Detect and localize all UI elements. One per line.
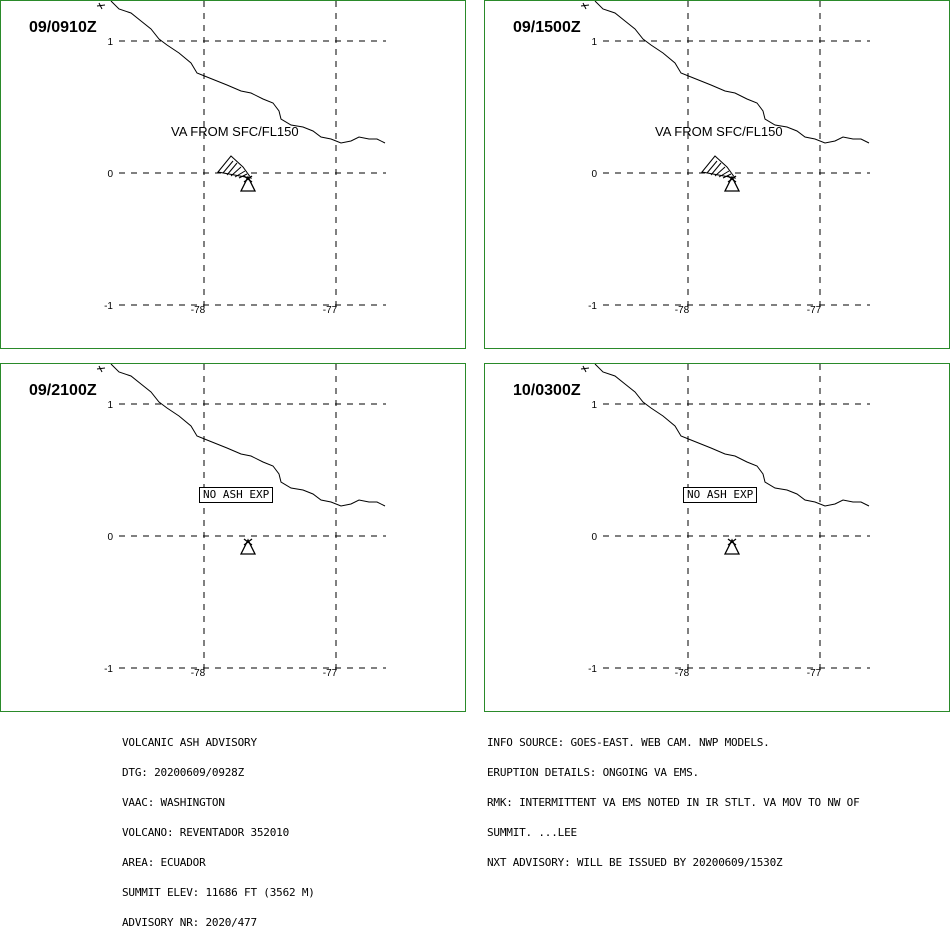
map-panel-2: 1 0 -1 -78 -77 09/1500Z VA FROM SFC/FL150 — [484, 0, 950, 349]
grid — [119, 364, 386, 676]
volcano-triangle — [239, 175, 257, 192]
map-4: 1 0 -1 -78 -77 — [580, 364, 870, 679]
advisory-line: VAAC: WASHINGTON — [122, 796, 225, 809]
latitude-label: 1 — [591, 37, 597, 48]
advisory-line: ADVISORY NR: 2020/477 — [122, 916, 257, 929]
latitude-label: 0 — [107, 532, 113, 543]
coastline — [110, 364, 386, 507]
latitude-label: 1 — [591, 400, 597, 411]
volcano-icon — [723, 175, 741, 192]
map-2: 1 0 -1 -78 -77 — [580, 1, 870, 316]
hatch-line — [710, 162, 722, 176]
advisory-line: SUMMIT. ...LEE — [487, 826, 577, 839]
advisory-line: SUMMIT ELEV: 11686 FT (3562 M) — [122, 886, 315, 899]
hatch-line — [222, 160, 234, 174]
advisory-line: ERUPTION DETAILS: ONGOING VA EMS. — [487, 766, 699, 779]
advisory-line: RMK: INTERMITTENT VA EMS NOTED IN IR STL… — [487, 796, 860, 809]
volcano-icon — [239, 538, 257, 555]
volcano-icon — [723, 538, 741, 555]
volcano-triangle — [239, 538, 257, 555]
no-ash-box: NO ASH EXP — [199, 487, 274, 503]
latitude-label: -1 — [588, 664, 597, 675]
advisory-left: VOLCANIC ASH ADVISORY DTG: 20200609/0928… — [122, 718, 315, 938]
coastline — [110, 1, 386, 144]
ash-hatching — [706, 160, 732, 179]
grid — [119, 1, 386, 313]
ash-label: VA FROM SFC/FL150 — [655, 124, 783, 139]
panel-time: 09/1500Z — [513, 19, 581, 36]
no-ash-box: NO ASH EXP — [683, 487, 758, 503]
hatch-line — [238, 173, 248, 179]
coastline-fragment — [580, 2, 590, 10]
coastline-fragment — [96, 2, 106, 10]
hatch-line — [234, 170, 246, 178]
advisory-line: INFO SOURCE: GOES-EAST. WEB CAM. NWP MOD… — [487, 736, 770, 749]
coastline — [594, 1, 870, 144]
advisory-line: VOLCANO: REVENTADOR 352010 — [122, 826, 289, 839]
latitude-label: -1 — [104, 301, 113, 312]
advisory-line: AREA: ECUADOR — [122, 856, 206, 869]
hatch-line — [722, 173, 732, 179]
advisory-line: DTG: 20200609/0928Z — [122, 766, 245, 779]
panel-time: 10/0300Z — [513, 382, 581, 399]
volcano-mark — [243, 175, 253, 183]
map-panel-4: 1 0 -1 -78 -77 10/0300Z NO ASH EXP — [484, 363, 950, 712]
hatch-line — [226, 162, 238, 176]
panel-time: 09/0910Z — [29, 19, 97, 36]
map-panel-1: 1 0 -1 -78 -77 09/0910Z VA FROM SFC/FL150 — [0, 0, 466, 349]
volcano-mark — [243, 538, 253, 546]
latitude-label: -1 — [588, 301, 597, 312]
panel-time: 09/2100Z — [29, 382, 97, 399]
longitude-label: -77 — [323, 305, 338, 316]
latitude-label: -1 — [104, 664, 113, 675]
advisory-line: NXT ADVISORY: WILL BE ISSUED BY 20200609… — [487, 856, 783, 869]
ash-label: VA FROM SFC/FL150 — [171, 124, 299, 139]
volcano-triangle — [723, 175, 741, 192]
volcano-icon — [239, 175, 257, 192]
advisory-right: INFO SOURCE: GOES-EAST. WEB CAM. NWP MOD… — [487, 718, 860, 878]
volcano-mark — [727, 538, 737, 546]
grid — [603, 1, 870, 313]
coastline — [594, 364, 870, 507]
latitude-label: 0 — [591, 532, 597, 543]
latitude-label: 0 — [591, 169, 597, 180]
volcano-mark — [727, 175, 737, 183]
map-1: 1 0 -1 -78 -77 — [96, 1, 386, 316]
longitude-label: -78 — [191, 668, 206, 679]
longitude-label: -78 — [675, 305, 690, 316]
hatch-line — [230, 166, 242, 177]
map-panel-3: 1 0 -1 -78 -77 09/2100Z NO ASH EXP — [0, 363, 466, 712]
longitude-label: -77 — [807, 668, 822, 679]
longitude-label: -77 — [807, 305, 822, 316]
advisory-line: VOLCANIC ASH ADVISORY — [122, 736, 257, 749]
longitude-label: -78 — [191, 305, 206, 316]
grid — [603, 364, 870, 676]
longitude-label: -78 — [675, 668, 690, 679]
hatch-line — [714, 166, 726, 177]
coastline-fragment — [580, 365, 590, 373]
hatch-line — [706, 160, 718, 174]
hatch-line — [718, 170, 730, 178]
longitude-label: -77 — [323, 668, 338, 679]
ash-hatching — [222, 160, 248, 179]
coastline-fragment — [96, 365, 106, 373]
volcano-triangle — [723, 538, 741, 555]
latitude-label: 0 — [107, 169, 113, 180]
latitude-label: 1 — [107, 37, 113, 48]
latitude-label: 1 — [107, 400, 113, 411]
map-3: 1 0 -1 -78 -77 — [96, 364, 386, 679]
